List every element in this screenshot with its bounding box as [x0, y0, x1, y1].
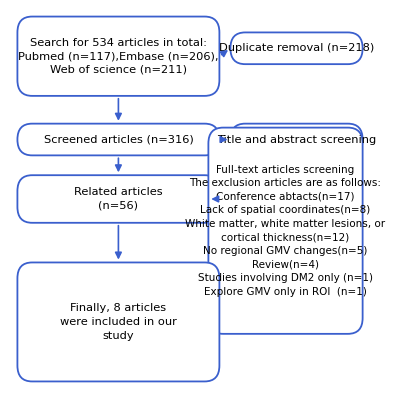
Text: Finally, 8 articles
were included in our
study: Finally, 8 articles were included in our…: [60, 303, 177, 341]
Text: Full-text articles screening
The exclusion articles are as follows:
Conference a: Full-text articles screening The exclusi…: [186, 164, 386, 297]
FancyBboxPatch shape: [18, 124, 219, 155]
Text: Search for 534 articles in total:
Pubmed (n=117),Embase (n=206),
Web of science : Search for 534 articles in total: Pubmed…: [18, 38, 219, 75]
FancyBboxPatch shape: [230, 32, 363, 64]
Text: Title and abstract screening: Title and abstract screening: [217, 135, 376, 144]
FancyBboxPatch shape: [18, 17, 219, 96]
FancyBboxPatch shape: [208, 128, 363, 334]
FancyBboxPatch shape: [18, 175, 219, 223]
FancyBboxPatch shape: [18, 262, 219, 381]
FancyBboxPatch shape: [230, 124, 363, 155]
Text: Duplicate removal (n=218): Duplicate removal (n=218): [219, 43, 374, 53]
Text: Related articles
(n=56): Related articles (n=56): [74, 187, 163, 211]
Text: Screened articles (n=316): Screened articles (n=316): [44, 135, 193, 144]
